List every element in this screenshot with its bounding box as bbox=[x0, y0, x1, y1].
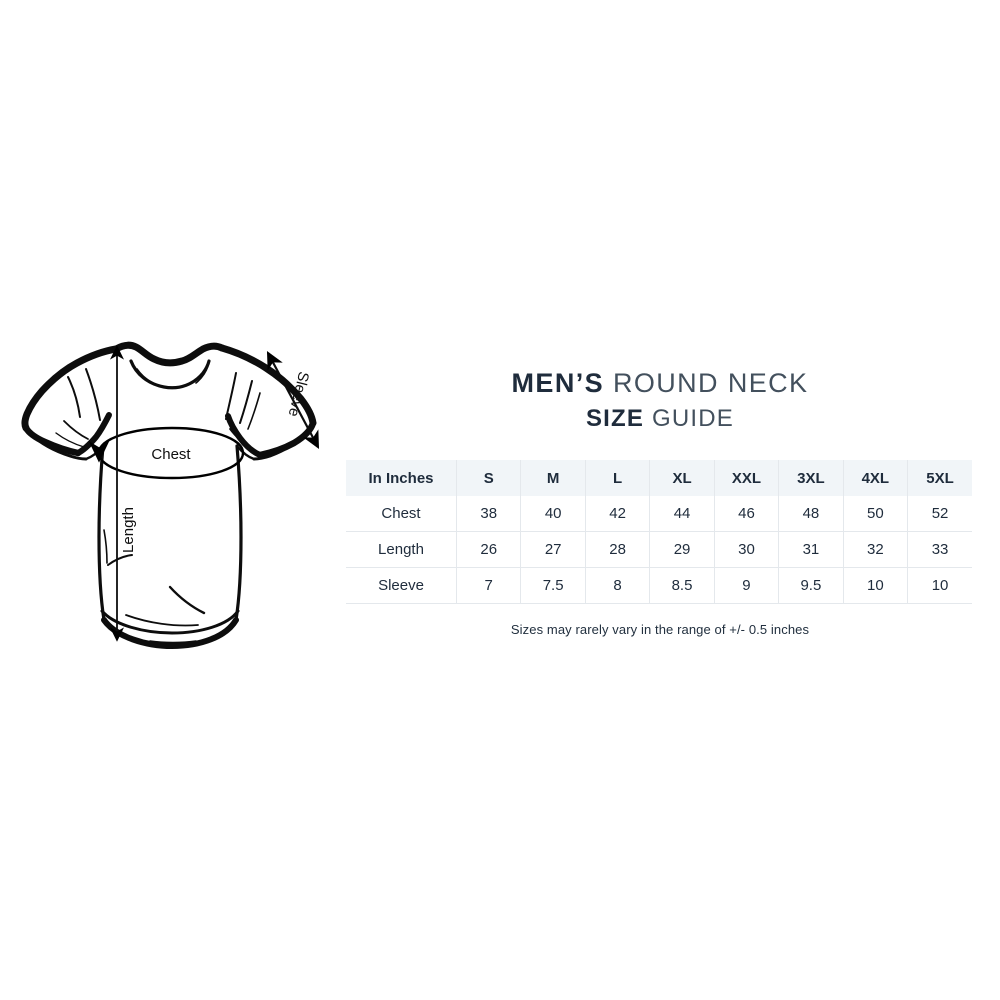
page-title: MEN’S ROUND NECK bbox=[346, 366, 974, 400]
column-header-l: L bbox=[585, 460, 651, 496]
cell-chest-m: 40 bbox=[520, 496, 586, 532]
cell-sleeve-l: 8 bbox=[585, 567, 651, 604]
cell-chest-xl: 44 bbox=[649, 496, 715, 532]
cell-chest-s: 38 bbox=[456, 496, 522, 532]
row-label-sleeve: Sleeve bbox=[346, 567, 457, 604]
tshirt-illustration: Chest Length Sleeve bbox=[20, 325, 350, 675]
cell-length-s: 26 bbox=[456, 531, 522, 568]
column-header-5xl: 5XL bbox=[907, 460, 972, 496]
table-header-row: In Inches S M L XL XXL 3XL 4XL 5XL bbox=[346, 460, 972, 496]
size-chart-table: In Inches S M L XL XXL 3XL 4XL 5XL Chest bbox=[346, 460, 972, 604]
column-header-xxl: XXL bbox=[714, 460, 780, 496]
column-header-xl: XL bbox=[649, 460, 715, 496]
table-row: Sleeve 7 7.5 8 8.5 9 9.5 10 10 bbox=[346, 567, 972, 604]
cell-chest-4xl: 50 bbox=[843, 496, 909, 532]
table-row: Length 26 27 28 29 30 31 32 33 bbox=[346, 531, 972, 568]
page-title-strong: MEN’S bbox=[511, 368, 605, 398]
page-subtitle-strong: SIZE bbox=[585, 405, 645, 432]
cell-length-3xl: 31 bbox=[778, 531, 844, 568]
cell-sleeve-xxl: 9 bbox=[714, 567, 780, 604]
subtitle-space bbox=[644, 405, 652, 432]
column-header-s: S bbox=[456, 460, 522, 496]
page-subtitle: SIZE GUIDE bbox=[346, 404, 974, 434]
page-title-light bbox=[604, 368, 613, 398]
length-annotation-label: Length bbox=[120, 507, 137, 553]
row-label-length: Length bbox=[346, 531, 457, 568]
cell-chest-l: 42 bbox=[585, 496, 651, 532]
cell-sleeve-5xl: 10 bbox=[907, 567, 972, 604]
size-variation-note: Sizes may rarely vary in the range of +/… bbox=[510, 622, 810, 637]
table-row: Chest 38 40 42 44 46 48 50 52 bbox=[346, 496, 972, 532]
cell-length-l: 28 bbox=[585, 531, 651, 568]
cell-sleeve-s: 7 bbox=[456, 567, 522, 604]
cell-length-m: 27 bbox=[520, 531, 586, 568]
cell-length-5xl: 33 bbox=[907, 531, 972, 568]
chest-annotation-label: Chest bbox=[151, 446, 191, 463]
column-header-4xl: 4XL bbox=[843, 460, 909, 496]
cell-sleeve-3xl: 9.5 bbox=[778, 567, 844, 604]
column-header-in-inches: In Inches bbox=[346, 460, 457, 496]
cell-sleeve-m: 7.5 bbox=[520, 567, 586, 604]
cell-sleeve-xl: 8.5 bbox=[649, 567, 715, 604]
column-header-m: M bbox=[520, 460, 586, 496]
cell-length-xxl: 30 bbox=[714, 531, 780, 568]
page-subtitle-light: GUIDE bbox=[652, 405, 735, 432]
page-title-light-text: ROUND NECK bbox=[612, 368, 809, 398]
column-header-3xl: 3XL bbox=[778, 460, 844, 496]
cell-sleeve-4xl: 10 bbox=[843, 567, 909, 604]
cell-length-4xl: 32 bbox=[843, 531, 909, 568]
cell-length-xl: 29 bbox=[649, 531, 715, 568]
size-table-wrapper: In Inches S M L XL XXL 3XL 4XL 5XL Chest bbox=[346, 460, 974, 604]
size-table-body: Chest 38 40 42 44 46 48 50 52 Length 26 … bbox=[346, 496, 972, 604]
cell-chest-3xl: 48 bbox=[778, 496, 844, 532]
cell-chest-5xl: 52 bbox=[907, 496, 972, 532]
size-table-head: In Inches S M L XL XXL 3XL 4XL 5XL bbox=[346, 460, 972, 496]
cell-chest-xxl: 46 bbox=[714, 496, 780, 532]
title-block: MEN’S ROUND NECK SIZE GUIDE bbox=[346, 366, 974, 434]
row-label-chest: Chest bbox=[346, 496, 457, 532]
size-guide-panel: MEN’S ROUND NECK SIZE GUIDE In Inches S … bbox=[346, 366, 974, 637]
